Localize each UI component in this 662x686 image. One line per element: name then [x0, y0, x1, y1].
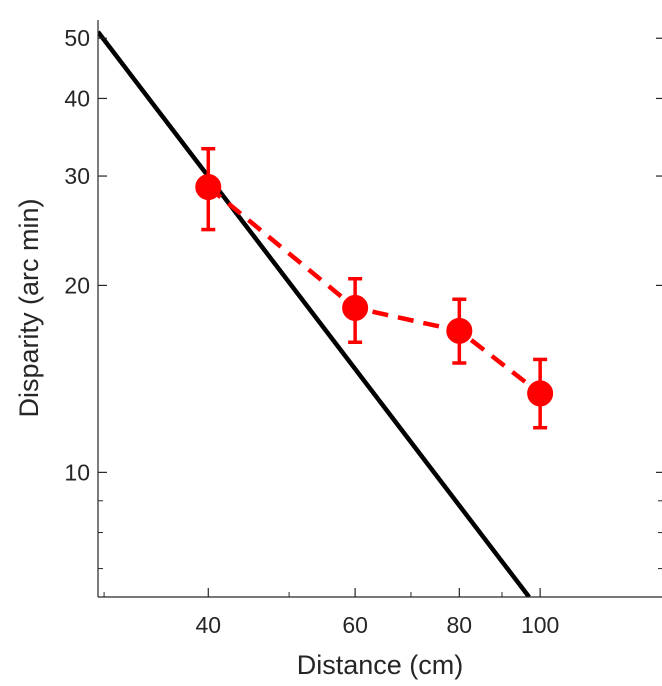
x-tick-label: 100 — [521, 612, 559, 638]
series-line-dashed — [206, 185, 542, 396]
y-axis-label: Disparity (arc min) — [14, 198, 44, 417]
ticks — [98, 37, 662, 597]
x-axis-label: Distance (cm) — [297, 650, 464, 680]
x-tick-label: 60 — [342, 612, 368, 638]
axes — [97, 20, 662, 598]
y-tick-label: 10 — [64, 459, 90, 485]
tick-labels: 10 20 30 40 50 40 60 80 100 — [64, 25, 559, 638]
data-point — [527, 380, 554, 407]
data-point — [195, 174, 222, 201]
y-tick-label: 40 — [64, 85, 90, 111]
y-tick-label: 20 — [64, 272, 90, 298]
y-tick-label: 50 — [64, 25, 90, 51]
plot-marks — [98, 30, 554, 597]
y-tick-label: 30 — [64, 163, 90, 189]
series-line-solid — [98, 30, 531, 597]
data-point — [446, 317, 473, 344]
plot-area — [98, 30, 554, 597]
x-tick-label: 40 — [195, 612, 221, 638]
x-tick-label: 80 — [447, 612, 473, 638]
data-point — [342, 294, 369, 321]
